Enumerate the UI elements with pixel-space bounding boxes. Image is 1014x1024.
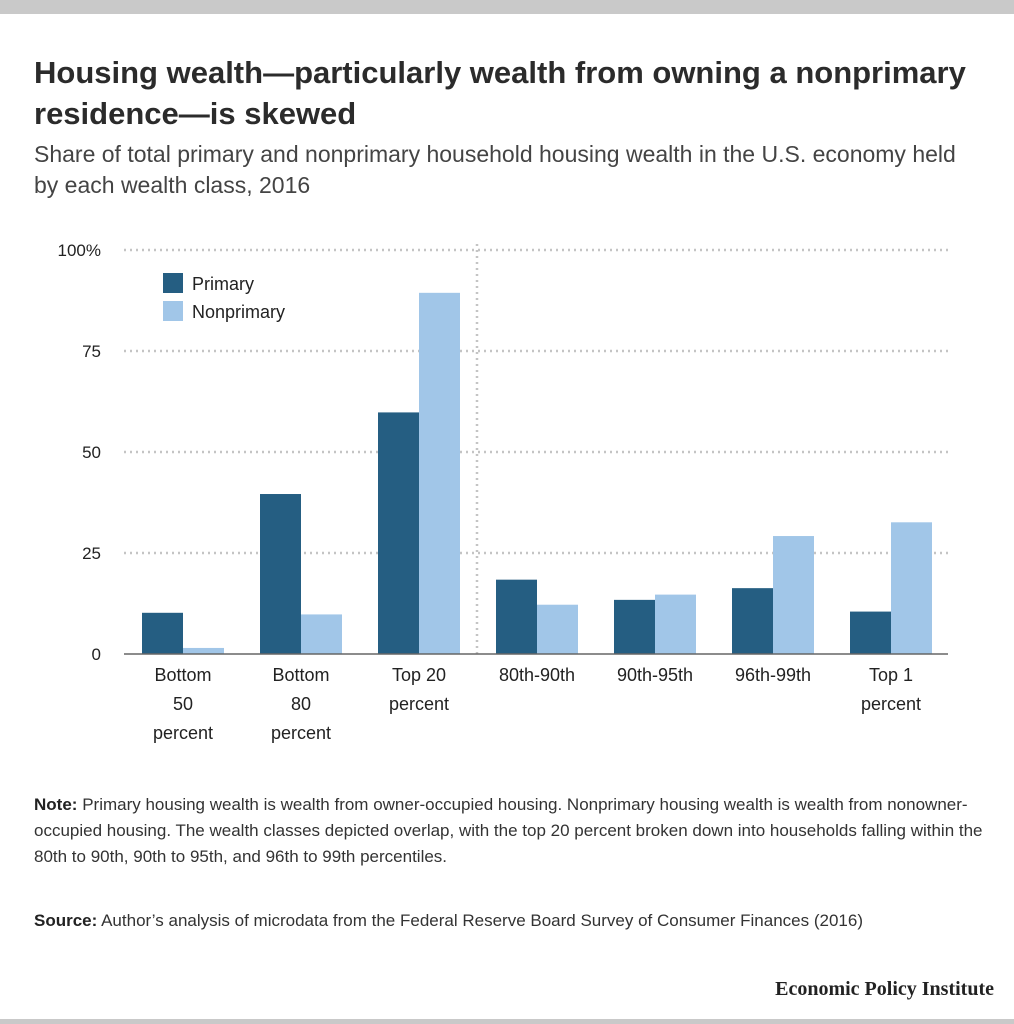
x-tick-label: 96th-99th [735,665,811,685]
legend-label: Primary [192,274,254,294]
bar-nonprimary [891,522,932,654]
x-tick-label: Top 1 [869,665,913,685]
bar-chart: 0 25 50 75 100% Bottom 50 percent Bottom 80 percen… [58,241,948,743]
source-label: Source: [34,911,98,930]
legend-label: Nonprimary [192,302,285,322]
axes: 0 25 50 75 100% Bottom 50 percent Bottom 80 percen… [58,241,948,743]
x-tick-label: Bottom [154,665,211,685]
source-paragraph: Source: Author’s analysis of microdata f… [34,908,984,934]
x-tick-label: percent [861,694,921,714]
x-tick-label: percent [271,723,331,743]
bar-primary [614,599,655,654]
publisher-logo: Economic Policy Institute [775,978,994,1000]
bottom-border-bar [0,1019,1014,1024]
x-tick-label: 90th-95th [617,665,693,685]
y-tick-label: 25 [82,544,101,563]
bar-nonprimary [773,536,814,654]
grid-lines [124,244,948,654]
bar-nonprimary [183,647,224,654]
note-text: Primary housing wealth is wealth from ow… [34,795,983,866]
x-tick-label: 80 [291,694,311,714]
bar-primary [850,611,891,654]
bar-primary [378,412,419,654]
bar-nonprimary [301,614,342,654]
bars [142,292,932,654]
note-label: Note: [34,795,78,814]
y-tick-label: 75 [82,342,101,361]
legend: Primary Nonprimary [163,273,285,322]
source-text: Author’s analysis of microdata from the … [101,911,863,930]
bar-nonprimary [537,604,578,654]
y-tick-label: 0 [92,645,101,664]
x-tick-label: 80th-90th [499,665,575,685]
bar-primary [260,494,301,654]
top-border-bar [0,0,1014,14]
legend-swatch [163,301,183,321]
bar-primary [732,588,773,654]
x-tick-label: 50 [173,694,193,714]
x-tick-label: percent [153,723,213,743]
bar-primary [496,579,537,654]
note-paragraph: Note: Primary housing wealth is wealth f… [34,792,984,870]
bar-nonprimary [419,292,460,654]
bar-primary [142,612,183,654]
chart-subtitle: Share of total primary and nonprimary ho… [34,141,956,198]
x-tick-label: Top 20 [392,665,446,685]
x-tick-label: percent [389,694,449,714]
y-tick-label: 100% [58,241,101,260]
y-tick-label: 50 [82,443,101,462]
legend-swatch [163,273,183,293]
chart-title: Housing wealth—particularly wealth from … [34,55,966,131]
bar-nonprimary [655,594,696,654]
x-tick-label: Bottom [272,665,329,685]
